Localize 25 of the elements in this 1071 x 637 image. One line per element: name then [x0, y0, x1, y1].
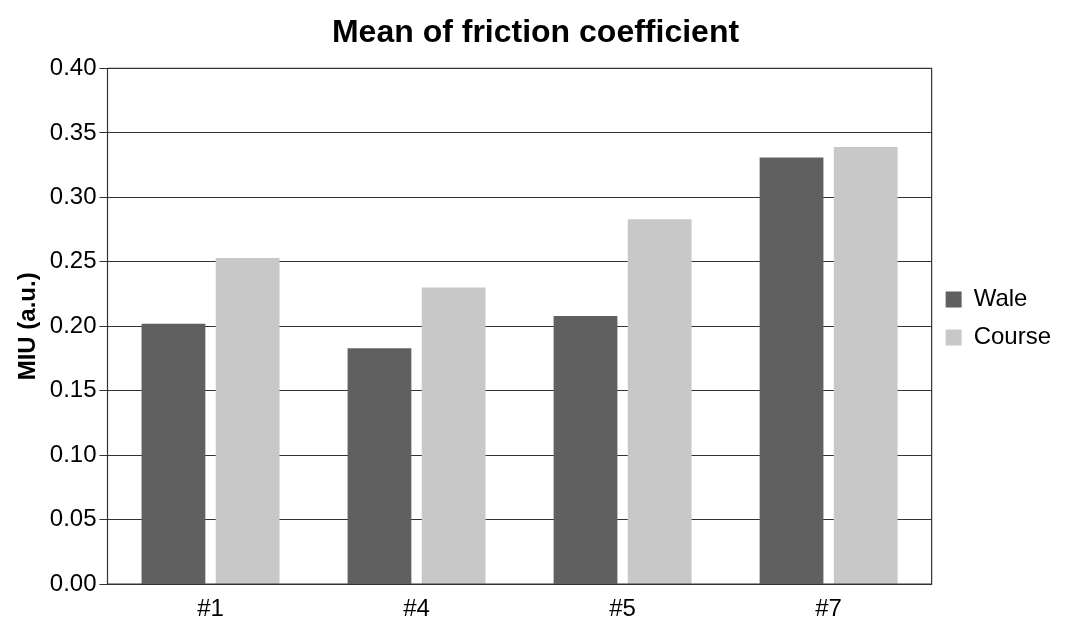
- y-tick-label: 0.25: [49, 246, 97, 274]
- legend-label: Wale: [973, 284, 1028, 312]
- y-tick-label: 0.40: [49, 53, 97, 81]
- y-tick-label: 0.00: [49, 568, 97, 596]
- y-tick-label: 0.15: [49, 375, 97, 403]
- bar: [759, 157, 824, 584]
- y-tick-label: 0.10: [49, 439, 97, 467]
- x-tick-label: #7: [815, 594, 842, 622]
- x-tick-label: #1: [197, 594, 224, 622]
- bar: [833, 147, 898, 584]
- y-tick-label: 0.30: [49, 181, 97, 209]
- bar: [553, 315, 618, 584]
- y-tick-label: 0.20: [49, 310, 97, 338]
- bar: [215, 257, 280, 584]
- chart-title: Mean of friction coefficient: [331, 13, 740, 50]
- bar: [627, 219, 692, 584]
- bar: [421, 287, 486, 584]
- bar: [141, 323, 206, 584]
- y-axis-title: MIU (a.u.): [13, 272, 41, 381]
- y-tick-label: 0.35: [49, 117, 97, 145]
- x-tick-label: #5: [609, 594, 636, 622]
- x-tick-label: #4: [403, 594, 430, 622]
- legend-label: Course: [973, 322, 1052, 350]
- y-tick-label: 0.05: [49, 504, 97, 532]
- bar: [347, 348, 412, 584]
